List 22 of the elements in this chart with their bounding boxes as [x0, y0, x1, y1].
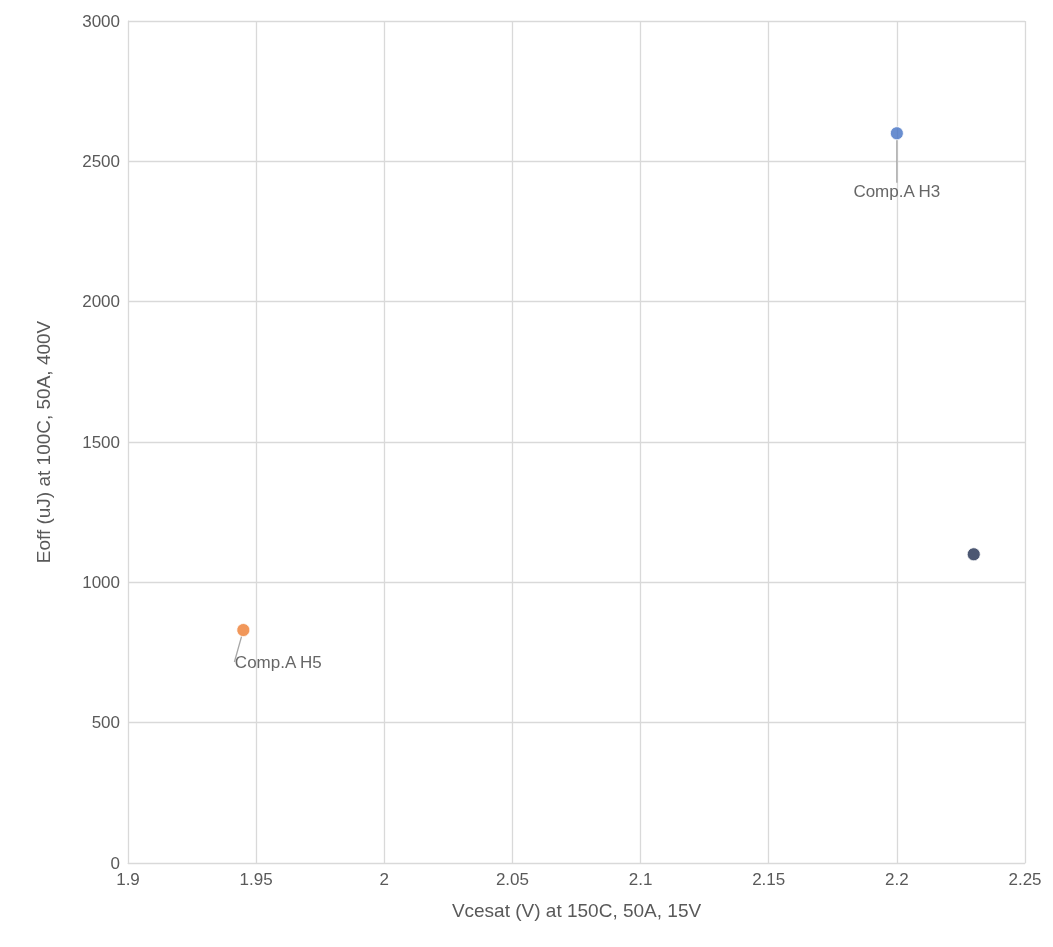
point [966, 547, 981, 562]
y-tick-label: 1500 [82, 432, 120, 452]
series-label: Comp.A H5 [234, 652, 322, 672]
y-tick-label: 3000 [82, 11, 120, 31]
text: Comp.A H3 [853, 181, 941, 201]
x-axis-title: Vcesat (V) at 150C, 50A, 15V [451, 900, 702, 921]
y-tick-label: 500 [91, 713, 120, 733]
x-tick-label: 1.95 [239, 870, 273, 889]
y-tick-label: 2000 [82, 292, 120, 312]
y-tick-label: 0 [110, 853, 120, 873]
point [236, 623, 251, 638]
x-tick-label: 2.1 [628, 870, 653, 889]
x-tick-label: 2.2 [885, 870, 909, 889]
y-tick-label: 2500 [82, 151, 120, 171]
y-tick-label: 1000 [82, 572, 120, 592]
point [889, 126, 904, 141]
x-tick-label: 2 [379, 870, 390, 889]
y-axis-title: Eoff (uJ) at 100C, 50A, 400V [33, 320, 54, 564]
x-tick-label: 2.25 [1008, 870, 1042, 889]
x-tick-label: 2.05 [495, 870, 529, 889]
x-tick-label: 1.9 [116, 870, 140, 889]
x-tick-label: 2.15 [752, 870, 786, 889]
